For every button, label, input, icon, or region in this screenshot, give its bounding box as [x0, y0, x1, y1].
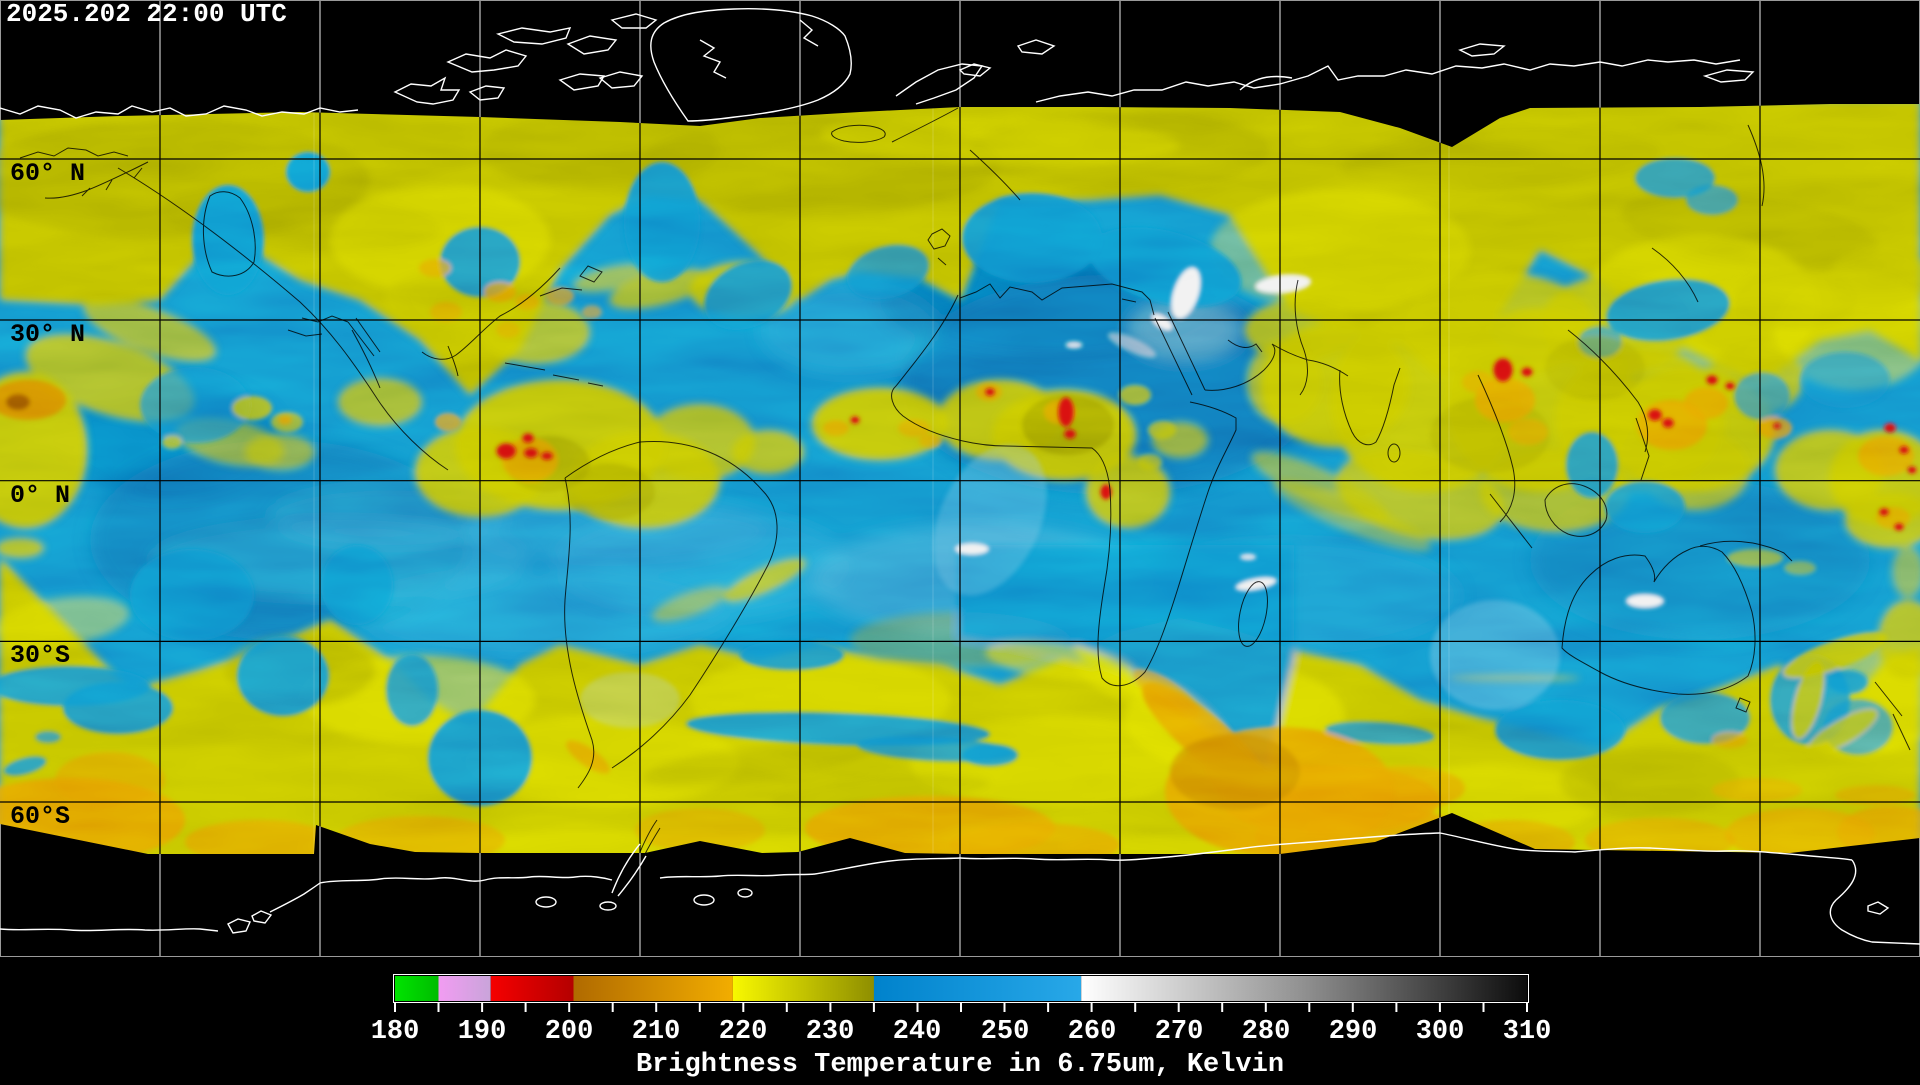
svg-text:200: 200: [545, 1017, 594, 1047]
svg-text:290: 290: [1329, 1017, 1378, 1047]
svg-text:300: 300: [1416, 1017, 1465, 1047]
svg-text:250: 250: [981, 1017, 1030, 1047]
svg-text:210: 210: [632, 1017, 681, 1047]
svg-text:270: 270: [1155, 1017, 1204, 1047]
svg-text:60° N: 60° N: [10, 159, 85, 188]
svg-text:Brightness Temperature in 6.75: Brightness Temperature in 6.75um, Kelvin: [636, 1050, 1284, 1080]
svg-text:180: 180: [371, 1017, 420, 1047]
svg-text:230: 230: [806, 1017, 855, 1047]
svg-text:280: 280: [1242, 1017, 1291, 1047]
svg-text:2025.202 22:00 UTC: 2025.202 22:00 UTC: [6, 0, 287, 29]
svg-text:30° N: 30° N: [10, 320, 85, 349]
svg-text:220: 220: [719, 1017, 768, 1047]
svg-text:60°S: 60°S: [10, 802, 70, 831]
svg-text:30°S: 30°S: [10, 641, 70, 670]
svg-text:240: 240: [893, 1017, 942, 1047]
svg-text:190: 190: [458, 1017, 507, 1047]
svg-text:260: 260: [1068, 1017, 1117, 1047]
svg-text:0° N: 0° N: [10, 481, 70, 510]
svg-text:310: 310: [1503, 1017, 1552, 1047]
